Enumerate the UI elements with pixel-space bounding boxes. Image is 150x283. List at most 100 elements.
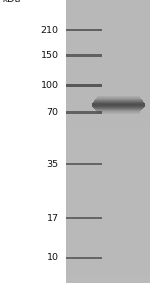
Text: 70: 70 xyxy=(46,108,58,117)
Bar xyxy=(66,35,150,39)
Bar xyxy=(66,113,150,117)
Bar xyxy=(66,14,150,18)
Bar xyxy=(66,142,150,145)
Bar xyxy=(66,78,150,82)
Bar xyxy=(66,117,150,120)
Bar xyxy=(66,205,150,209)
Bar xyxy=(66,64,150,67)
Bar xyxy=(66,170,150,173)
Bar xyxy=(94,101,143,102)
Bar xyxy=(66,265,150,269)
Bar xyxy=(94,108,143,109)
Bar xyxy=(66,25,150,28)
Bar xyxy=(66,255,150,258)
Bar xyxy=(66,223,150,226)
Bar xyxy=(66,230,150,233)
Bar xyxy=(66,124,150,127)
Bar xyxy=(66,195,150,198)
Bar xyxy=(66,241,150,244)
Bar xyxy=(66,145,150,149)
Bar xyxy=(66,184,150,187)
Bar xyxy=(66,237,150,241)
Bar xyxy=(66,201,150,205)
Text: kDa: kDa xyxy=(3,0,22,5)
Bar xyxy=(92,104,146,105)
Bar xyxy=(66,28,150,32)
Bar xyxy=(66,54,102,57)
Bar xyxy=(66,111,102,113)
Bar xyxy=(66,226,150,230)
Bar xyxy=(66,74,150,78)
Bar xyxy=(66,149,150,152)
Bar xyxy=(66,177,150,181)
Bar xyxy=(66,209,150,212)
Text: 150: 150 xyxy=(40,51,58,60)
Bar xyxy=(66,163,150,166)
Bar xyxy=(66,11,150,14)
Bar xyxy=(66,127,150,131)
Text: 100: 100 xyxy=(40,81,58,90)
Bar xyxy=(66,7,150,11)
Bar xyxy=(66,120,150,124)
Bar xyxy=(66,82,150,85)
Bar xyxy=(93,107,144,108)
Bar xyxy=(66,198,150,201)
Bar xyxy=(66,159,150,163)
Bar xyxy=(66,269,150,272)
Bar xyxy=(66,173,150,177)
Bar xyxy=(66,57,150,60)
Bar xyxy=(98,113,140,114)
Bar xyxy=(66,187,150,191)
Bar xyxy=(66,0,150,3)
Bar xyxy=(92,106,145,107)
Bar xyxy=(66,217,102,219)
Text: 17: 17 xyxy=(46,214,58,223)
Bar xyxy=(66,103,150,106)
Bar xyxy=(66,29,102,31)
Bar xyxy=(66,21,150,25)
Bar xyxy=(66,71,150,74)
Bar xyxy=(66,84,102,87)
Bar xyxy=(66,212,150,216)
Text: 10: 10 xyxy=(46,253,58,262)
Bar xyxy=(95,99,142,100)
Bar xyxy=(66,138,150,142)
Bar xyxy=(66,92,150,96)
Bar xyxy=(66,216,150,219)
Bar xyxy=(66,67,150,71)
Bar xyxy=(98,96,140,97)
Bar xyxy=(66,50,150,53)
Bar xyxy=(66,248,150,251)
Bar xyxy=(66,262,150,265)
Bar xyxy=(66,244,150,248)
Bar xyxy=(66,39,150,42)
Bar xyxy=(66,251,150,255)
Bar xyxy=(66,156,150,159)
Bar xyxy=(66,233,150,237)
Bar xyxy=(66,46,150,50)
Bar xyxy=(66,88,150,92)
Bar xyxy=(66,166,150,170)
Bar xyxy=(66,32,150,35)
Bar xyxy=(66,85,150,88)
Bar xyxy=(66,181,150,184)
Text: 35: 35 xyxy=(46,160,58,169)
Bar xyxy=(95,109,142,110)
Bar xyxy=(66,60,150,64)
Bar xyxy=(66,276,150,280)
Bar xyxy=(66,257,102,259)
Bar xyxy=(66,191,150,195)
Bar xyxy=(66,96,150,99)
Bar xyxy=(66,42,150,46)
Bar xyxy=(66,280,150,283)
Bar xyxy=(66,53,150,57)
Bar xyxy=(66,219,150,223)
Bar xyxy=(66,0,150,283)
Bar xyxy=(94,100,143,101)
Bar xyxy=(66,134,150,138)
Bar xyxy=(66,106,150,110)
Bar xyxy=(66,110,150,113)
Bar xyxy=(66,152,150,156)
Bar xyxy=(66,258,150,262)
Bar xyxy=(66,99,150,103)
